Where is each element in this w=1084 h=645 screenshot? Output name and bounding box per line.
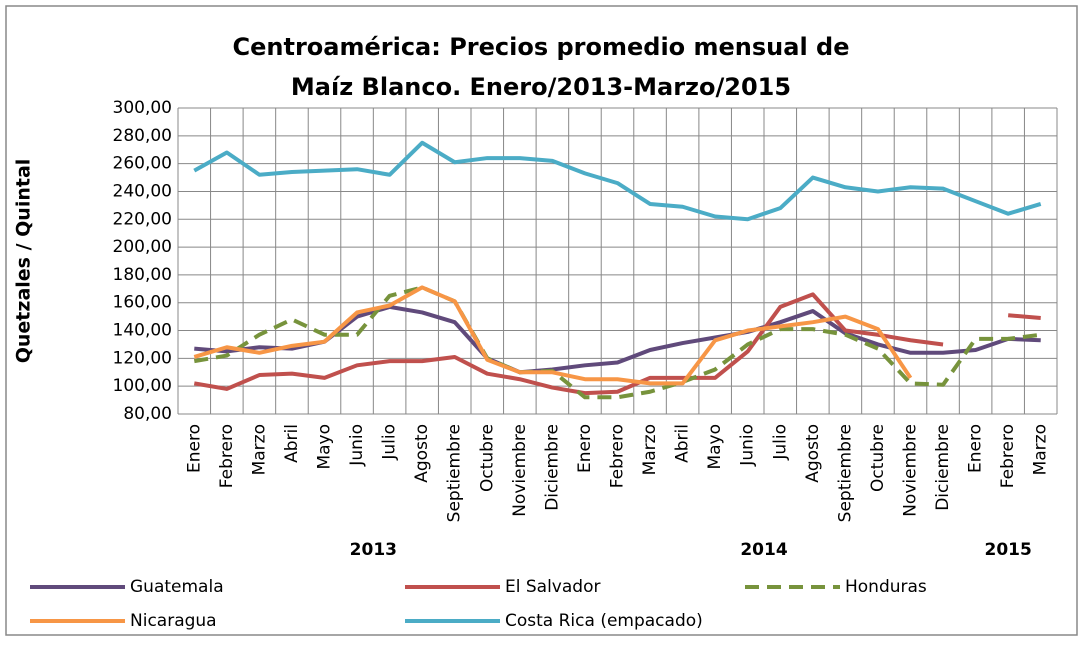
x-tick-label: Junio <box>738 424 758 467</box>
y-tick-label: 100,00 <box>113 376 172 396</box>
x-tick-label: Mayo <box>315 424 335 470</box>
x-tick-label: Febrero <box>608 424 628 488</box>
y-tick-label: 140,00 <box>113 321 172 341</box>
x-tick-label: Abril <box>673 424 693 463</box>
category-group-label: 2014 <box>740 540 787 560</box>
x-tick-label: Noviembre <box>901 424 921 517</box>
x-tick-label: Enero <box>966 424 986 473</box>
x-tick-label: Marzo <box>249 424 269 475</box>
chart-title: Centroamérica: Precios promedio mensual … <box>233 33 850 61</box>
x-tick-label: Marzo <box>1031 424 1051 475</box>
y-tick-label: 200,00 <box>113 237 172 257</box>
x-tick-label: Septiembre <box>835 424 855 522</box>
x-tick-label: Julio <box>380 424 400 461</box>
series-line <box>193 292 1041 396</box>
y-tick-label: 180,00 <box>113 265 172 285</box>
legend-label: Costa Rica (empacado) <box>505 611 703 631</box>
y-tick-label: 240,00 <box>113 181 172 201</box>
x-tick-label: Octubre <box>868 424 888 492</box>
legend-label: Honduras <box>845 577 927 597</box>
series-line <box>193 140 1042 222</box>
x-tick-label: Julio <box>770 424 790 461</box>
legend-label: Guatemala <box>130 577 224 597</box>
y-tick-label: 120,00 <box>113 348 172 368</box>
x-tick-label: Septiembre <box>445 424 465 522</box>
x-tick-label: Junio <box>347 424 367 467</box>
x-tick-label: Mayo <box>705 424 725 470</box>
series-line <box>193 285 1041 400</box>
chart-frame <box>5 5 1078 636</box>
x-tick-label: Agosto <box>803 424 823 483</box>
x-tick-label: Enero <box>184 424 204 473</box>
chart-title: Maíz Blanco. Enero/2013-Marzo/2015 <box>291 73 791 101</box>
legend-label: El Salvador <box>505 577 600 597</box>
category-group-label: 2015 <box>985 540 1032 560</box>
y-tick-label: 160,00 <box>113 293 172 313</box>
x-tick-label: Febrero <box>998 424 1018 488</box>
y-axis-title: Quetzales / Quintal <box>13 159 35 364</box>
y-tick-label: 260,00 <box>113 154 172 174</box>
y-tick-label: 280,00 <box>113 126 172 146</box>
category-group-label: 2013 <box>350 540 397 560</box>
x-tick-label: Abril <box>282 424 302 463</box>
x-tick-label: Agosto <box>412 424 432 483</box>
x-tick-label: Diciembre <box>542 424 562 511</box>
x-tick-label: Noviembre <box>510 424 530 517</box>
x-tick-label: Octubre <box>477 424 497 492</box>
y-tick-label: 300,00 <box>113 98 172 118</box>
series-line <box>193 285 913 386</box>
x-tick-label: Marzo <box>640 424 660 475</box>
legend-label: Nicaragua <box>130 611 217 631</box>
y-tick-label: 220,00 <box>113 209 172 229</box>
x-tick-label: Diciembre <box>933 424 953 511</box>
x-tick-label: Enero <box>575 424 595 473</box>
y-tick-label: 80,00 <box>123 404 172 424</box>
x-tick-label: Febrero <box>217 424 237 488</box>
